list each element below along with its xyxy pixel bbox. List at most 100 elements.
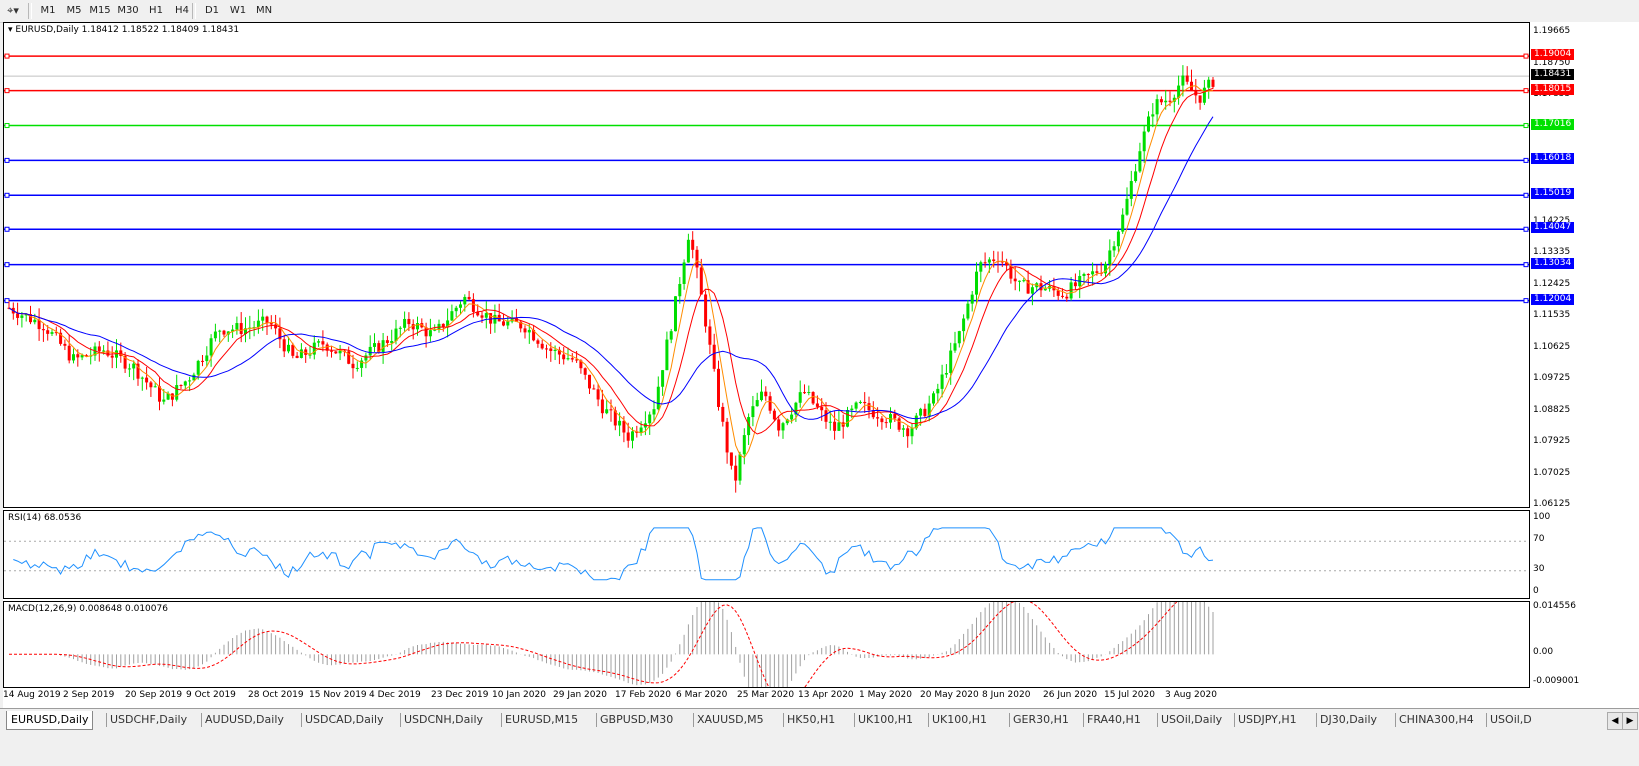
- rsi-pane[interactable]: RSI(14) 68.0536: [3, 510, 1530, 599]
- candle-body: [695, 249, 699, 268]
- candle-body: [1065, 296, 1069, 299]
- candle-body: [880, 418, 884, 423]
- date-axis-label: 2 Sep 2019: [63, 690, 115, 700]
- candle-body: [1147, 116, 1150, 132]
- tab-separator: [400, 713, 401, 727]
- macd-pane[interactable]: MACD(12,26,9) 0.008648 0.010076: [3, 601, 1530, 688]
- chart-tab-uk100-h1[interactable]: UK100,H1: [858, 713, 914, 726]
- candle-body: [575, 359, 579, 361]
- timeframe-button-m5[interactable]: M5: [66, 5, 82, 16]
- candle-body: [596, 389, 600, 400]
- candle-body: [480, 315, 484, 318]
- chart-tab-china300-h4[interactable]: CHINA300,H4: [1399, 713, 1474, 726]
- candle-body: [222, 330, 226, 335]
- timeframe-button-m15[interactable]: M15: [89, 5, 111, 16]
- tab-separator: [1234, 713, 1235, 727]
- tab-separator: [1316, 713, 1317, 727]
- chart-tab-ger30-h1[interactable]: GER30,H1: [1013, 713, 1069, 726]
- candle-body: [910, 428, 914, 437]
- candle-body: [441, 323, 445, 328]
- candle-body: [1155, 99, 1159, 115]
- rsi-chart: [4, 527, 1529, 581]
- ma-mid-line: [8, 87, 1214, 435]
- chart-tab-usdchf-daily[interactable]: USDCHF,Daily: [110, 713, 188, 726]
- candle-body: [1129, 181, 1133, 199]
- candle-body: [381, 340, 385, 353]
- date-axis-label: 15 Nov 2019: [309, 690, 367, 700]
- level-price-tag: 1.16018: [1531, 153, 1575, 165]
- candle-body: [1000, 261, 1004, 263]
- candle-body: [1116, 231, 1120, 247]
- crosshair-tool-icon[interactable]: ⌖▾: [7, 4, 19, 17]
- chart-tab-audusd-daily[interactable]: AUDUSD,Daily: [205, 713, 284, 726]
- candle-body: [325, 344, 329, 351]
- chart-tab-eurusd-daily[interactable]: EURUSD,Daily: [6, 711, 94, 730]
- candle-body: [755, 400, 759, 407]
- macd-chart: [9, 602, 1214, 687]
- timeframe-button-m30[interactable]: M30: [117, 5, 139, 16]
- chart-tab-fra40-h1[interactable]: FRA40,H1: [1087, 713, 1141, 726]
- chart-tab-eurusd-m15[interactable]: EURUSD,M15: [505, 713, 579, 726]
- candle-body: [536, 340, 540, 344]
- candle-body: [729, 452, 733, 466]
- candle-body: [790, 414, 794, 420]
- candle-body: [446, 320, 450, 328]
- candle-body: [1177, 85, 1181, 98]
- candle-body: [979, 262, 983, 272]
- chart-tab-hk50-h1[interactable]: HK50,H1: [787, 713, 836, 726]
- candle-body: [734, 465, 738, 481]
- candle-body: [1138, 151, 1142, 172]
- chart-tab-xauusd-m5[interactable]: XAUUSD,M5: [697, 713, 764, 726]
- level-line-handle: [4, 157, 10, 163]
- candle-body: [785, 419, 789, 424]
- candle-body: [669, 331, 673, 340]
- price-pane[interactable]: ▾ EURUSD,Daily 1.18412 1.18522 1.18409 1…: [3, 22, 1530, 508]
- candle-body: [987, 259, 991, 263]
- candle-body: [811, 392, 815, 404]
- candle-body: [661, 370, 665, 387]
- candle-body: [605, 409, 609, 414]
- tab-separator: [693, 713, 694, 727]
- chart-tab-dj30-daily[interactable]: DJ30,Daily: [1320, 713, 1378, 726]
- candle-body: [820, 406, 824, 411]
- candle-body: [1168, 100, 1172, 102]
- chart-tab-usoil-d[interactable]: USOil,D: [1490, 713, 1532, 726]
- chart-tab-usoil-daily[interactable]: USOil,Daily: [1161, 713, 1223, 726]
- timeframe-button-h4[interactable]: H4: [175, 5, 189, 16]
- candle-body: [1082, 273, 1086, 276]
- candle-body: [1207, 79, 1211, 88]
- candle-body: [579, 360, 583, 369]
- candle-body: [235, 323, 239, 330]
- chart-tab-gbpusd-m30[interactable]: GBPUSD,M30: [600, 713, 674, 726]
- timeframe-button-h1[interactable]: H1: [149, 5, 163, 16]
- candle-body: [123, 355, 127, 369]
- candle-body: [833, 421, 837, 431]
- candle-body: [1009, 265, 1013, 279]
- date-axis-label: 14 Aug 2019: [3, 690, 61, 700]
- candle-body: [132, 363, 136, 369]
- candle-body: [192, 374, 196, 381]
- chart-window[interactable]: ▾ EURUSD,Daily 1.18412 1.18522 1.18409 1…: [3, 22, 1639, 708]
- timeframe-button-d1[interactable]: D1: [204, 5, 220, 16]
- price-axis-label: 1.19665: [1533, 26, 1571, 36]
- chart-tab-usdcad-daily[interactable]: USDCAD,Daily: [305, 713, 384, 726]
- candle-body: [923, 408, 927, 417]
- tab-separator: [854, 713, 855, 727]
- chart-tab-usdcnh-daily[interactable]: USDCNH,Daily: [404, 713, 484, 726]
- candle-body: [519, 321, 523, 329]
- tab-scroll-left-icon[interactable]: ◀: [1607, 712, 1623, 730]
- candle-body: [239, 323, 243, 335]
- candle-body: [631, 431, 634, 441]
- chart-tab-usdjpy-h1[interactable]: USDJPY,H1: [1238, 713, 1297, 726]
- tab-separator: [596, 713, 597, 727]
- timeframe-button-mn[interactable]: MN: [255, 5, 273, 16]
- candle-body: [523, 328, 527, 333]
- candle-body: [1181, 75, 1185, 86]
- chart-tab-uk100-h1[interactable]: UK100,H1: [932, 713, 988, 726]
- timeframe-button-m1[interactable]: M1: [40, 5, 56, 16]
- timeframe-toolbar: ⌖▾ M1 M5 M15 M30 H1 H4 D1 W1 MN: [0, 0, 1639, 23]
- macd-axis-label: 0.014556: [1533, 601, 1576, 611]
- candle-body: [377, 343, 381, 353]
- tab-scroll-right-icon[interactable]: ▶: [1622, 712, 1638, 730]
- timeframe-button-w1[interactable]: W1: [229, 5, 247, 16]
